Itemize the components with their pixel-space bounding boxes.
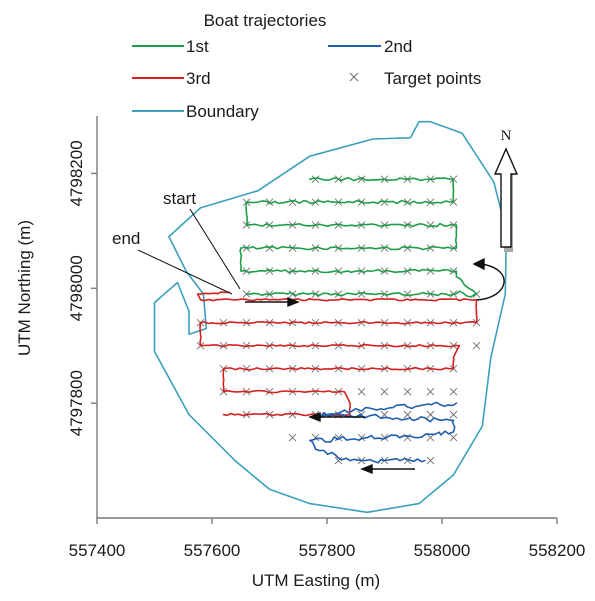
target-points-series: [196, 175, 481, 465]
start-annotation: start: [163, 189, 241, 290]
arrow-west-2nd: [360, 463, 415, 475]
trajectory-series: [196, 176, 478, 464]
direction-arrows: [245, 257, 505, 475]
target-point: [426, 244, 435, 252]
x-tick-label: 557400: [69, 541, 126, 560]
legend-swatch-target-icon: [349, 72, 359, 82]
target-point: [449, 433, 458, 442]
target-point: [288, 198, 297, 206]
target-point: [334, 433, 343, 442]
target-point: [426, 387, 435, 396]
legend: Boat trajectories 1st 2nd 3rd Target poi…: [132, 11, 481, 121]
legend-label-1st: 1st: [186, 37, 209, 56]
y-axis-ticks: 4797800 4798000 4798200: [67, 140, 97, 436]
legend-label-target-points: Target points: [384, 69, 481, 88]
start-label: start: [163, 189, 196, 208]
y-tick-label: 4797800: [67, 370, 86, 436]
target-point: [288, 433, 297, 442]
end-annotation: end: [112, 229, 233, 295]
legend-entry-2nd: 2nd: [328, 37, 412, 56]
legend-label-boundary: Boundary: [186, 102, 259, 121]
target-point: [403, 387, 412, 396]
target-point: [311, 175, 320, 183]
target-point: [403, 290, 412, 298]
legend-entry-boundary: Boundary: [132, 102, 259, 121]
arrow-east-1st: [245, 296, 300, 308]
curved-turn-arrow: [472, 257, 505, 301]
legend-label-3rd: 3rd: [186, 69, 211, 88]
target-point: [380, 387, 389, 396]
target-point: [380, 433, 389, 442]
target-point: [426, 221, 435, 229]
legend-entry-3rd: 3rd: [132, 69, 211, 88]
x-axis-ticks: 557400 557600 557800 558000 558200: [69, 518, 586, 560]
target-point: [449, 410, 458, 419]
trajectory-1st-line: [239, 176, 478, 298]
target-point: [357, 175, 366, 183]
legend-entry-target-points: Target points: [349, 69, 481, 88]
target-point: [357, 290, 366, 298]
x-tick-label: 557800: [299, 541, 356, 560]
target-point: [311, 267, 320, 275]
north-arrow-icon: N: [493, 128, 519, 252]
target-point: [334, 290, 343, 298]
arrow-west-3rd: [308, 411, 365, 423]
target-point: [265, 267, 274, 275]
trajectory-3rd-line: [196, 291, 478, 417]
y-axis-title: UTM Northing (m): [15, 220, 34, 356]
x-tick-label: 558000: [414, 541, 471, 560]
target-point: [426, 410, 435, 419]
target-point: [449, 387, 458, 396]
x-tick-label: 557600: [184, 541, 241, 560]
end-leader-line: [137, 249, 233, 295]
trajectory-2nd-line: [309, 401, 458, 464]
target-point: [472, 341, 481, 350]
target-point: [265, 198, 274, 206]
y-tick-label: 4798200: [67, 140, 86, 206]
legend-label-2nd: 2nd: [384, 37, 412, 56]
target-point: [357, 387, 366, 396]
target-point: [426, 433, 435, 442]
target-point: [288, 410, 297, 419]
start-leader-line: [189, 208, 241, 290]
target-point: [334, 456, 343, 465]
end-label: end: [112, 229, 140, 248]
x-axis-title: UTM Easting (m): [252, 571, 380, 590]
x-tick-label: 558200: [529, 541, 586, 560]
y-tick-label: 4798000: [67, 255, 86, 321]
boundary-line: [153, 120, 508, 514]
north-label: N: [501, 128, 512, 144]
target-point: [403, 410, 412, 419]
boundary-series: [153, 120, 508, 514]
legend-entry-1st: 1st: [132, 37, 209, 56]
target-point: [426, 456, 435, 465]
legend-title: Boat trajectories: [204, 11, 327, 30]
